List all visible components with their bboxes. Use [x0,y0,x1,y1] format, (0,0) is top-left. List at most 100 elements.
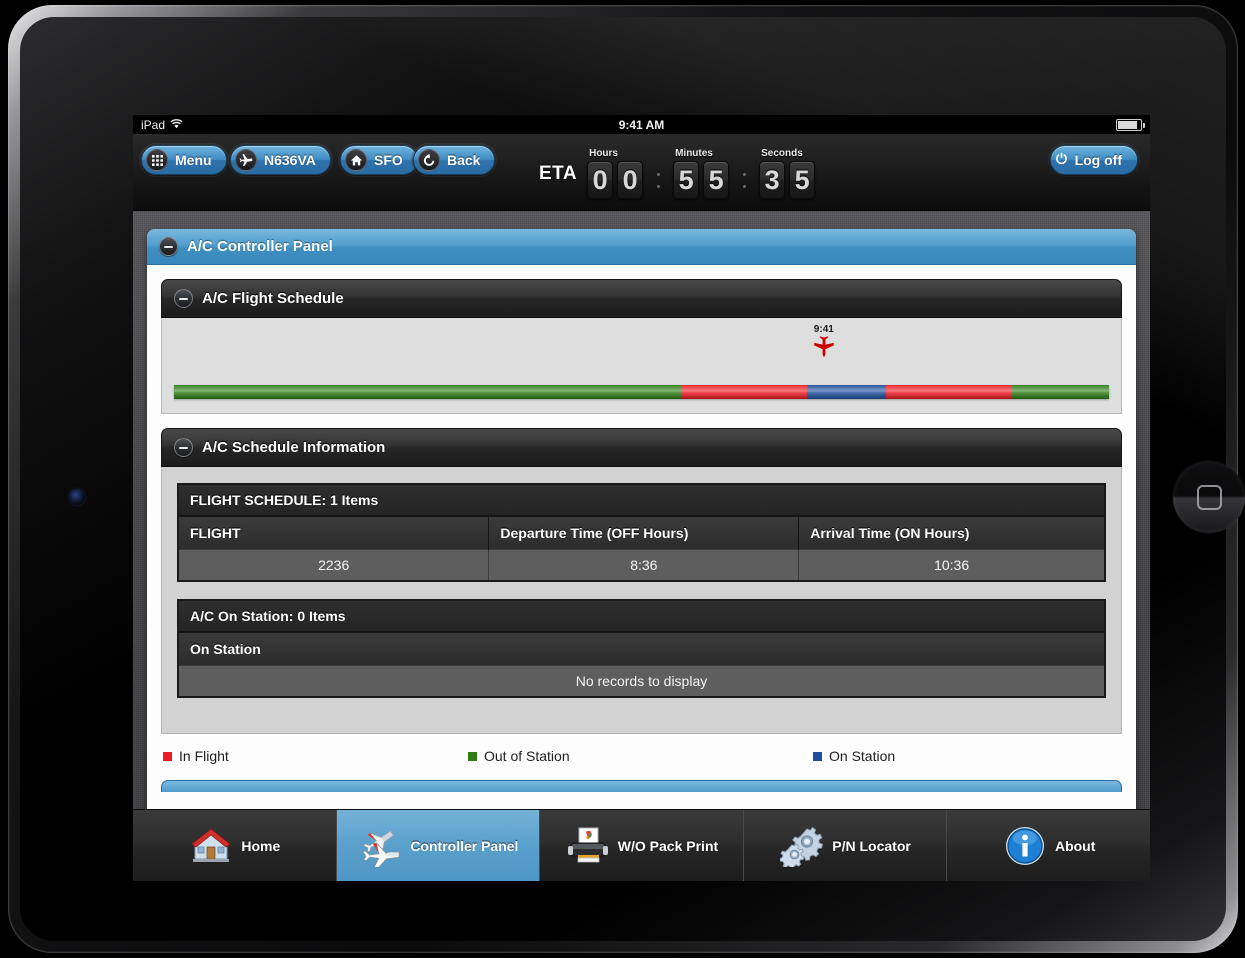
home-button[interactable] [1173,461,1245,533]
status-bar-time: 9:41 AM [618,117,665,132]
timeline-segment-4 [1010,385,1110,399]
wifi-icon [170,118,183,132]
back-button[interactable]: Back [413,145,496,175]
station-button[interactable]: SFO [340,145,418,175]
table-row[interactable]: 2236 8:36 10:36 [179,549,1104,580]
timeline-legend: In Flight Out of Station On Station [147,734,1136,780]
aircraft-position-marker: 9:41 [813,324,834,358]
printer-icon [565,823,611,869]
seconds-label: Seconds [761,148,803,159]
airplanes-icon [357,823,403,869]
aircraft-marker-time: 9:41 [813,324,834,335]
countdown-separator [653,161,663,199]
ipad-device: iPad 9:41 AM [8,5,1245,953]
front-camera-icon [69,489,85,505]
back-button-label: Back [447,152,481,168]
column-on-station[interactable]: On Station [179,631,1104,666]
status-bar: iPad 9:41 AM [133,115,1150,134]
ipad-bezel: iPad 9:41 AM [20,17,1245,941]
status-bar-right [1116,118,1145,131]
seconds-digit-2: 5 [789,161,816,199]
tab-home[interactable]: Home [133,810,337,881]
legend-label-in-flight: In Flight [179,748,229,764]
table-header-row: FLIGHT Departure Time (OFF Hours) Arriva… [179,515,1104,550]
on-station-caption: A/C On Station: 0 Items [179,601,1104,631]
hours-label: Hours [589,148,618,159]
minutes-digit-2: 5 [703,161,730,199]
back-arrow-icon [418,149,440,171]
panel-peek-strip [161,780,1122,792]
timeline-segment-2 [806,385,886,399]
no-records-message: No records to display [179,665,1104,696]
tab-wo-pack-print[interactable]: W/O Pack Print [540,810,744,881]
home-button-square-icon [1196,484,1222,510]
tab-about[interactable]: About [947,810,1150,881]
legend-label-out-of-station: Out of Station [484,748,570,764]
home-icon [345,149,367,171]
logoff-button[interactable]: Log off [1049,145,1138,175]
station-button-label: SFO [374,152,403,168]
tail-number-label: N636VA [264,152,316,168]
tab-wo-pack-print-label: W/O Pack Print [617,837,719,854]
controller-panel-header[interactable]: A/C Controller Panel [147,229,1136,265]
table-header-row: On Station [179,631,1104,666]
flight-schedule-grid: FLIGHT SCHEDULE: 1 Items FLIGHT Departur… [177,483,1106,582]
timeline-segment-3 [885,385,1012,399]
flight-schedule-table: FLIGHT Departure Time (OFF Hours) Arriva… [179,515,1104,580]
minutes-label: Minutes [675,148,713,159]
power-icon [1055,152,1068,168]
eta-label: ETA [539,163,578,184]
column-arrival[interactable]: Arrival Time (ON Hours) [798,515,1104,550]
legend-item-out-of-station: Out of Station [468,748,813,764]
tab-pn-locator-label: P/N Locator [832,837,911,854]
hours-digit-2: 0 [617,161,644,199]
battery-icon [1116,118,1145,131]
column-flight[interactable]: FLIGHT [179,515,490,550]
ipad-screen: iPad 9:41 AM [133,115,1150,881]
menu-button[interactable]: Menu [141,145,227,175]
grid-icon [146,149,168,171]
countdown-separator-2 [739,161,749,199]
legend-swatch-in-flight [163,751,172,761]
controller-panel-title: A/C Controller Panel [187,238,333,255]
schedule-information-body: FLIGHT SCHEDULE: 1 Items FLIGHT Departur… [161,467,1122,734]
schedule-information-title: A/C Schedule Information [202,439,386,456]
flight-schedule-section: A/C Flight Schedule 9:41 [161,279,1122,414]
seconds-digit-1: 3 [759,161,786,199]
column-departure[interactable]: Departure Time (OFF Hours) [488,515,800,550]
airplane-icon [235,149,257,171]
content-area: A/C Controller Panel A/C Flight Schedule… [133,211,1150,881]
bottom-tab-bar: Home [133,809,1150,881]
flight-timeline: 9:41 [161,318,1122,414]
tab-pn-locator[interactable]: P/N Locator [744,810,948,881]
minutes-digit-1: 5 [673,161,700,199]
countdown-seconds: Seconds 3 5 [759,148,816,199]
flight-schedule-caption: FLIGHT SCHEDULE: 1 Items [179,485,1104,515]
timeline-segment-1 [681,385,808,399]
schedule-information-header[interactable]: A/C Schedule Information [161,428,1122,467]
collapse-icon-schedule-information[interactable] [174,438,193,457]
cell-arrival: 10:36 [798,549,1104,580]
collapse-icon-flight-schedule[interactable] [174,289,193,308]
house-icon [188,823,234,869]
gears-icon [779,823,825,869]
collapse-icon-controller-panel[interactable] [159,237,178,256]
airplane-marker-icon [814,336,834,358]
legend-label-on-station: On Station [829,748,896,764]
top-toolbar: Menu N636VA SFO [133,134,1150,211]
flight-schedule-title: A/C Flight Schedule [202,290,344,307]
on-station-grid: A/C On Station: 0 Items On Station [177,599,1106,698]
flight-schedule-header[interactable]: A/C Flight Schedule [161,279,1122,318]
cell-flight: 2236 [179,549,490,580]
tab-about-label: About [1054,837,1096,854]
menu-button-label: Menu [175,152,212,168]
eta-countdown: ETA Hours 0 0 Minutes 5 5 [539,148,816,199]
tab-controller-panel[interactable]: Controller Panel [336,810,541,881]
legend-swatch-on-station [813,751,822,761]
tail-number-button[interactable]: N636VA [230,145,331,175]
timeline-bar [174,385,1110,399]
timeline-segment-0 [174,385,682,399]
legend-item-in-flight: In Flight [163,748,468,764]
device-label: iPad [141,117,166,132]
status-bar-left: iPad [141,118,183,132]
